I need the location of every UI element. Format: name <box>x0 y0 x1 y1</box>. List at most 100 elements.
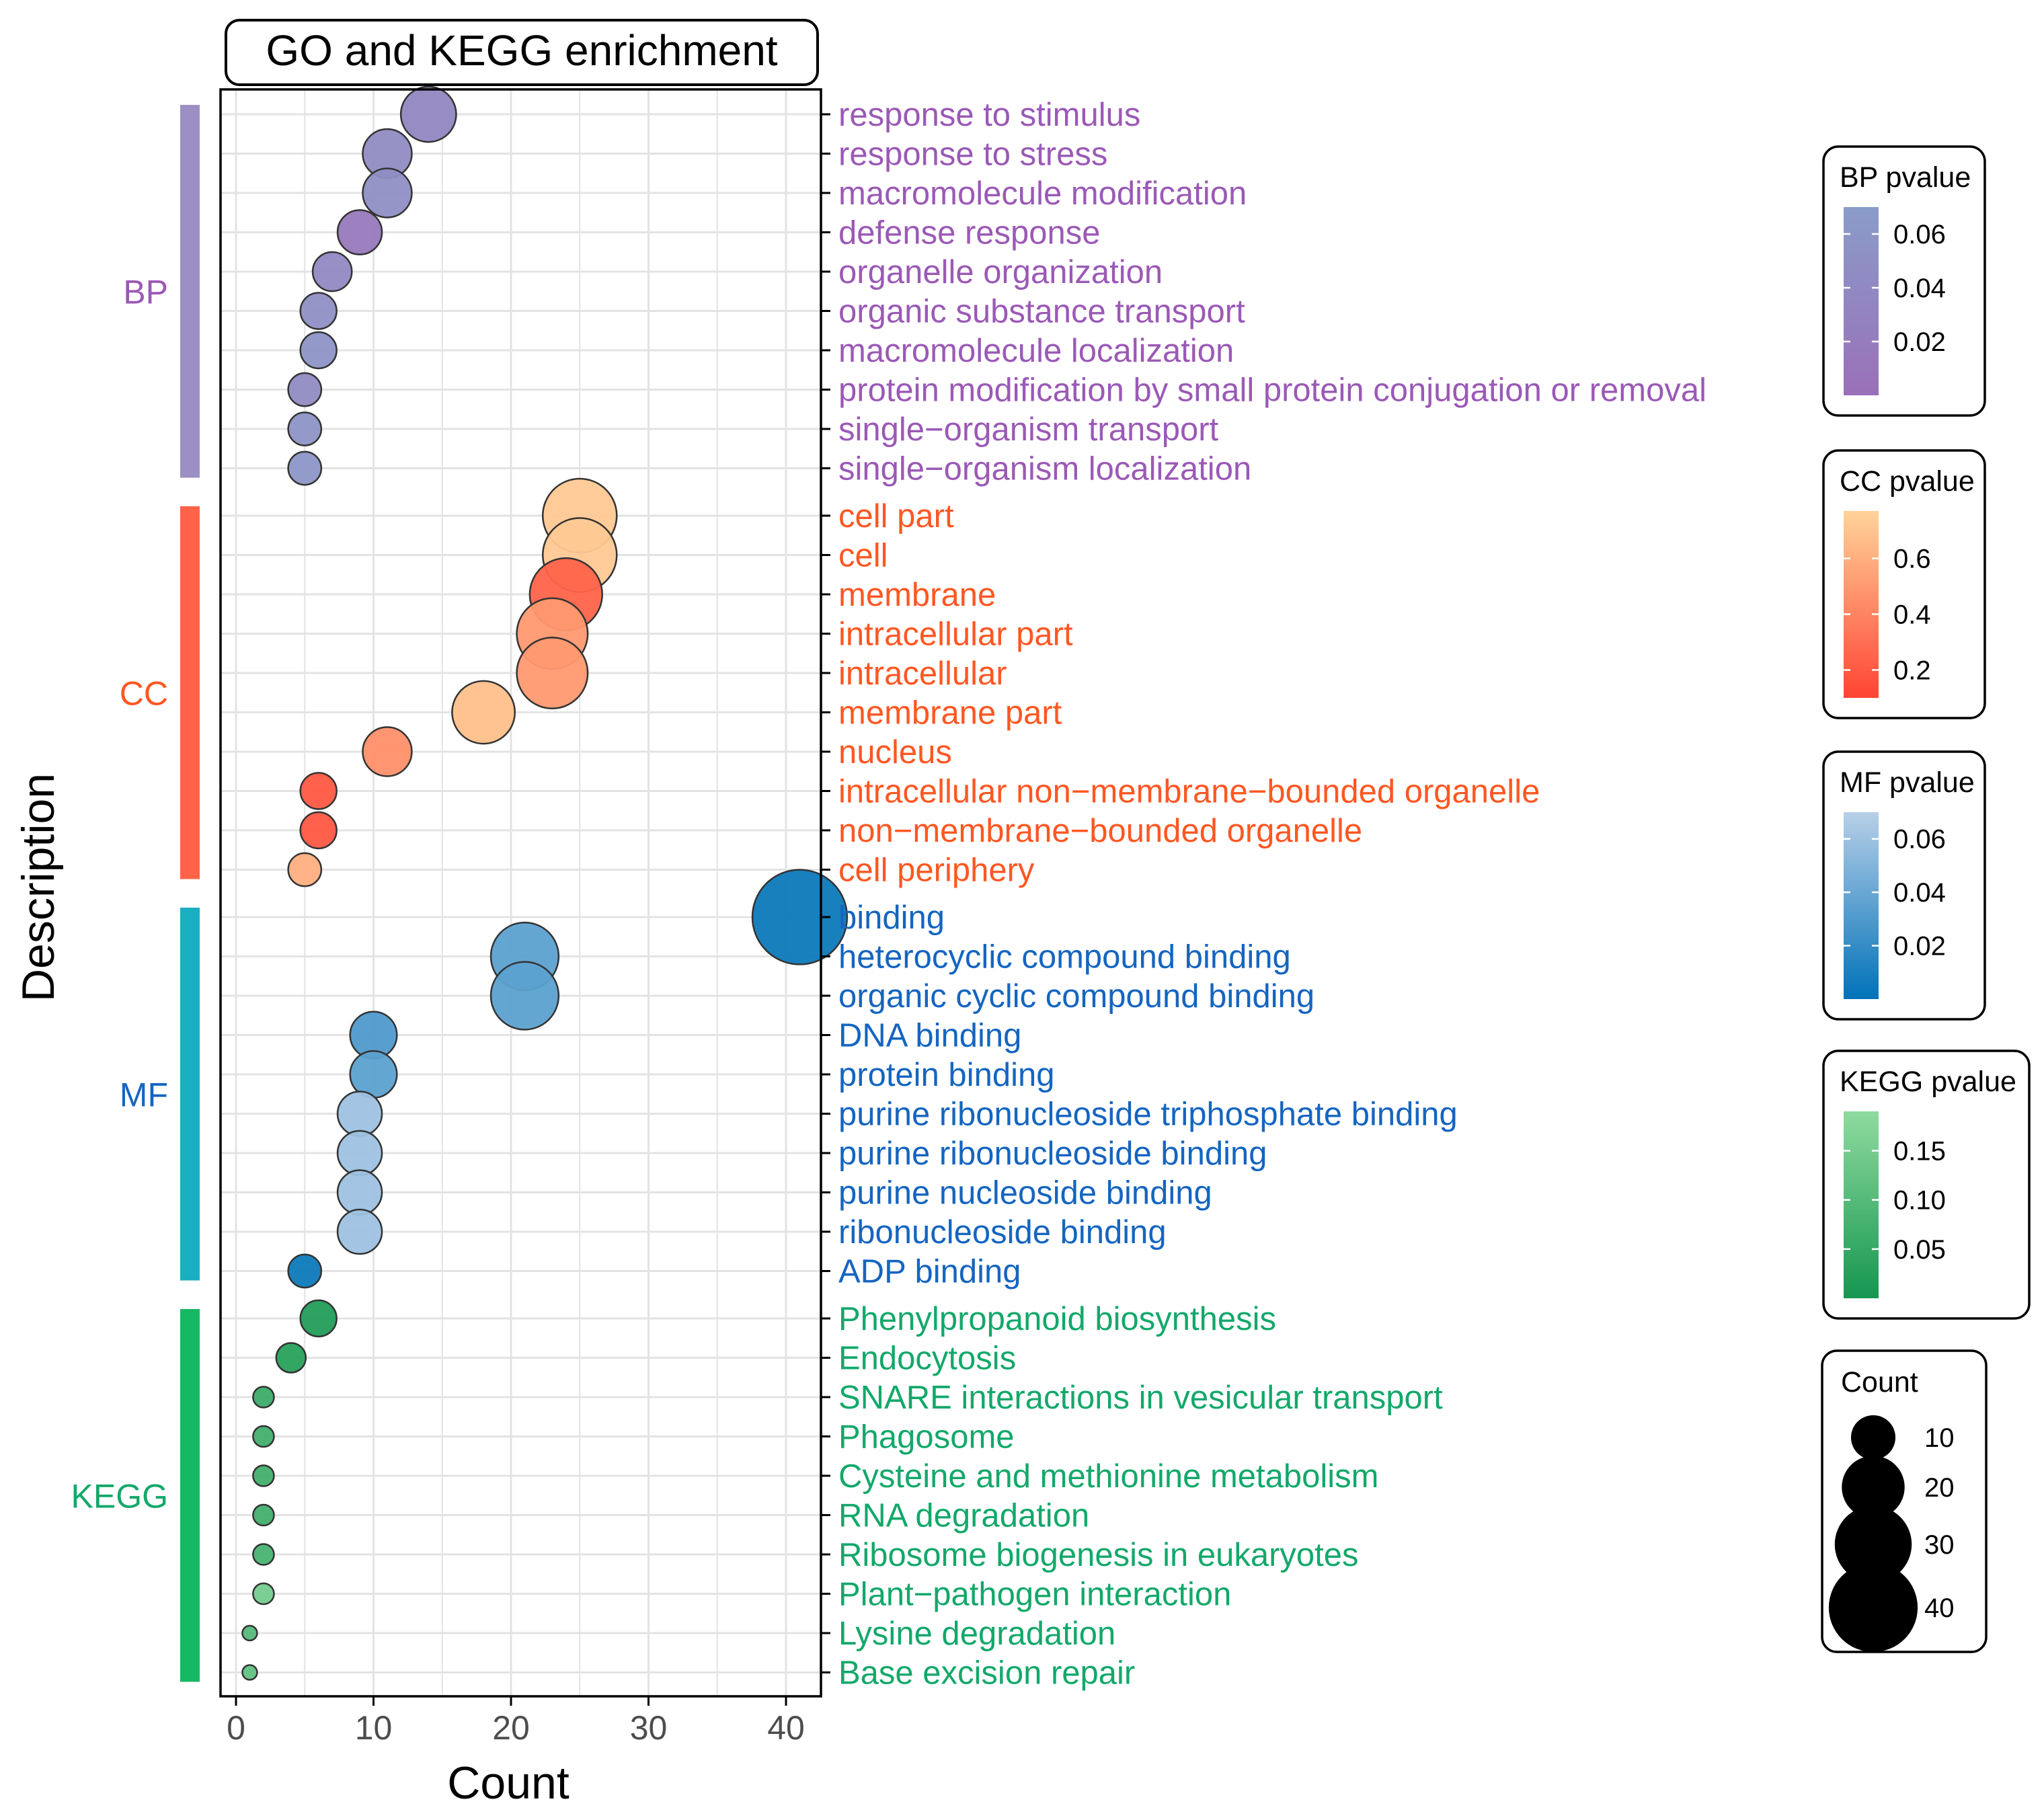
term-label: cell <box>838 538 888 574</box>
legend-colorbar <box>1844 511 1879 698</box>
x-axis: 0 10 20 30 40 <box>227 113 830 1747</box>
data-points <box>241 85 849 1681</box>
point-mf-8[interactable] <box>336 1208 383 1255</box>
term-label: Cysteine and methionine metabolism <box>838 1458 1378 1495</box>
legend-cc: CC pvalue 0.6 0.4 0.2 <box>1822 449 1986 719</box>
legend-tick-label: 0.02 <box>1893 327 1946 357</box>
point-bp-8[interactable] <box>287 411 323 446</box>
point-kegg-3[interactable] <box>252 1425 275 1448</box>
legend-colorbar <box>1844 207 1879 395</box>
term-label: nucleus <box>838 734 952 770</box>
term-label: SNARE interactions in vesicular transpor… <box>838 1380 1443 1416</box>
legend-size-dot <box>1850 1415 1896 1460</box>
term-label: response to stimulus <box>838 97 1140 133</box>
point-cc-4[interactable] <box>516 636 589 710</box>
term-label: single−organism transport <box>838 411 1219 448</box>
term-label: Plant−pathogen interaction <box>838 1577 1231 1613</box>
legend-tick-label: 0.6 <box>1893 545 1931 574</box>
legend-size-label: 20 <box>1924 1473 1955 1503</box>
point-mf-4[interactable] <box>349 1050 398 1099</box>
point-mf-5[interactable] <box>336 1091 383 1137</box>
point-kegg-2[interactable] <box>252 1386 275 1409</box>
group-bars: BP CC MF KEGG <box>71 105 200 1682</box>
point-kegg-6[interactable] <box>252 1543 275 1566</box>
point-bp-3[interactable] <box>336 209 383 255</box>
term-label: Endocytosis <box>838 1341 1016 1377</box>
point-kegg-7[interactable] <box>252 1582 275 1606</box>
term-label: membrane <box>838 577 996 613</box>
legend-size-label: 30 <box>1924 1530 1955 1560</box>
term-label: RNA degradation <box>838 1498 1089 1534</box>
legend-title: MF pvalue <box>1840 766 1975 799</box>
term-label: ribonucleoside binding <box>838 1214 1167 1251</box>
term-label: purine ribonucleoside binding <box>838 1136 1267 1172</box>
chart-title-box: GO and KEGG enrichment <box>225 19 819 86</box>
point-bp-5[interactable] <box>299 292 338 330</box>
point-mf-0[interactable] <box>751 869 849 965</box>
legend-colorbar <box>1844 1111 1879 1298</box>
point-cc-8[interactable] <box>299 811 338 850</box>
x-tick-label: 0 <box>227 1709 245 1747</box>
point-cc-9[interactable] <box>287 852 323 887</box>
point-mf-2[interactable] <box>489 961 560 1031</box>
legend-tick-label: 0.02 <box>1893 932 1946 961</box>
x-tick-label: 30 <box>630 1709 668 1747</box>
term-label: macromolecule localization <box>838 333 1234 369</box>
term-label: protein binding <box>838 1057 1054 1093</box>
point-kegg-1[interactable] <box>275 1342 307 1374</box>
term-label: organic cyclic compound binding <box>838 978 1314 1015</box>
point-bp-0[interactable] <box>399 85 457 143</box>
point-mf-6[interactable] <box>336 1130 383 1177</box>
legend-tick-label: 0.04 <box>1893 274 1946 303</box>
term-label: organelle organization <box>838 254 1163 290</box>
x-tick-label: 20 <box>492 1709 530 1747</box>
term-label: cell part <box>838 498 954 535</box>
term-label: response to stress <box>838 136 1107 173</box>
point-kegg-0[interactable] <box>299 1299 338 1338</box>
legend-tick-label: 0.10 <box>1893 1186 1946 1216</box>
point-cc-7[interactable] <box>299 772 338 810</box>
point-kegg-4[interactable] <box>252 1464 275 1487</box>
legend-tick-label: 0.05 <box>1893 1235 1946 1265</box>
legend-size-dot <box>1828 1562 1918 1653</box>
term-label: organic substance transport <box>838 294 1245 330</box>
legend-mf: MF pvalue 0.06 0.04 0.02 <box>1822 750 1986 1021</box>
term-label: DNA binding <box>838 1018 1021 1054</box>
point-cc-5[interactable] <box>451 680 516 745</box>
legend-size-dot <box>1834 1505 1912 1583</box>
point-bp-6[interactable] <box>299 331 338 370</box>
legend-title: CC pvalue <box>1840 465 1975 498</box>
term-label: purine ribonucleoside triphosphate bindi… <box>838 1097 1458 1133</box>
legend-title: Count <box>1841 1366 1918 1398</box>
legend-size-label: 40 <box>1924 1593 1955 1623</box>
point-cc-6[interactable] <box>362 726 413 777</box>
chart-title: GO and KEGG enrichment <box>266 26 777 75</box>
point-bp-4[interactable] <box>311 251 353 292</box>
point-mf-9[interactable] <box>287 1253 323 1289</box>
point-kegg-9[interactable] <box>241 1664 258 1681</box>
point-kegg-5[interactable] <box>252 1503 275 1527</box>
point-bp-2[interactable] <box>362 167 413 219</box>
legend-tick-label: 0.04 <box>1893 878 1946 908</box>
point-mf-7[interactable] <box>336 1169 383 1216</box>
group-bar-kegg <box>180 1309 200 1682</box>
term-label: membrane part <box>838 695 1062 731</box>
point-kegg-8[interactable] <box>241 1624 258 1642</box>
group-bar-cc <box>180 506 200 879</box>
legend-bp: BP pvalue 0.06 0.04 0.02 <box>1822 145 1986 417</box>
legend-tick-label: 0.06 <box>1893 825 1946 855</box>
term-label: intracellular non−membrane−bounded organ… <box>838 774 1540 810</box>
point-bp-9[interactable] <box>287 450 323 486</box>
term-label: Phenylpropanoid biosynthesis <box>838 1301 1276 1337</box>
term-label: Lysine degradation <box>838 1616 1115 1652</box>
x-axis-title: Count <box>447 1757 569 1809</box>
legend-tick-label: 0.2 <box>1893 656 1931 686</box>
legend-colorbar <box>1844 812 1879 999</box>
group-bar-mf <box>180 908 200 1281</box>
group-label-kegg: KEGG <box>71 1477 168 1515</box>
legend-size-label: 10 <box>1924 1423 1955 1453</box>
legend-kegg: KEGG pvalue 0.15 0.10 0.05 <box>1822 1050 2031 1320</box>
point-bp-7[interactable] <box>287 372 323 407</box>
